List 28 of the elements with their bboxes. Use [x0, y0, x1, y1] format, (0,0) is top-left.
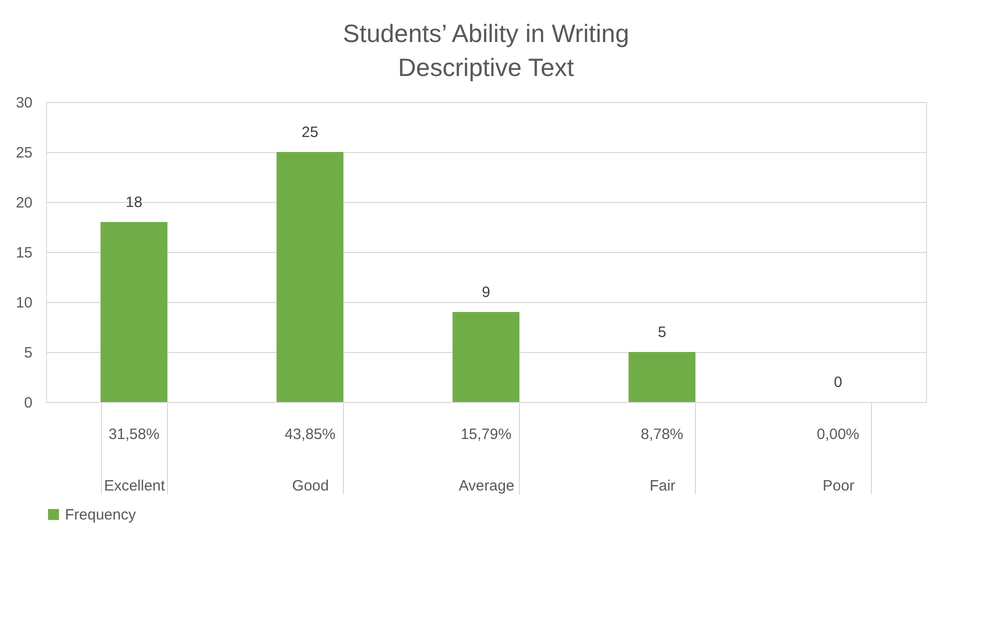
y-tick-label: 5	[24, 344, 32, 362]
bar	[100, 222, 168, 402]
text: 0,00%	[816, 426, 860, 443]
data-label: 18	[126, 194, 142, 211]
data-label: 5	[658, 324, 666, 341]
y-tick-label: 10	[16, 294, 32, 312]
y-tick-label: 0	[24, 394, 32, 412]
data-label: 0	[834, 374, 842, 391]
text: 15,79%	[460, 426, 512, 443]
text: 31,58%	[108, 426, 160, 443]
legend-label: Frequency	[65, 506, 136, 524]
x-tick-label: Fair	[650, 478, 676, 494]
y-tick-label: 30	[16, 94, 32, 112]
y-tick-label: 20	[16, 194, 32, 212]
data-label: 9	[482, 284, 490, 301]
chart-title: Students’ Ability in Writing Descriptive Text	[342, 20, 630, 82]
bar	[276, 152, 344, 402]
data-label: 25	[302, 124, 318, 141]
text: 8,78%	[640, 426, 684, 443]
x-tick-label: Poor	[822, 478, 854, 494]
y-tick-label: 15	[16, 244, 32, 262]
x-tick-label: Average	[458, 478, 514, 494]
bar	[452, 312, 520, 402]
x-tick-label: Good	[292, 478, 329, 494]
text: 43,85%	[284, 426, 336, 443]
bar	[628, 352, 696, 402]
x-tick-label: Excellent	[104, 478, 166, 494]
y-tick-label: 25	[16, 144, 32, 162]
